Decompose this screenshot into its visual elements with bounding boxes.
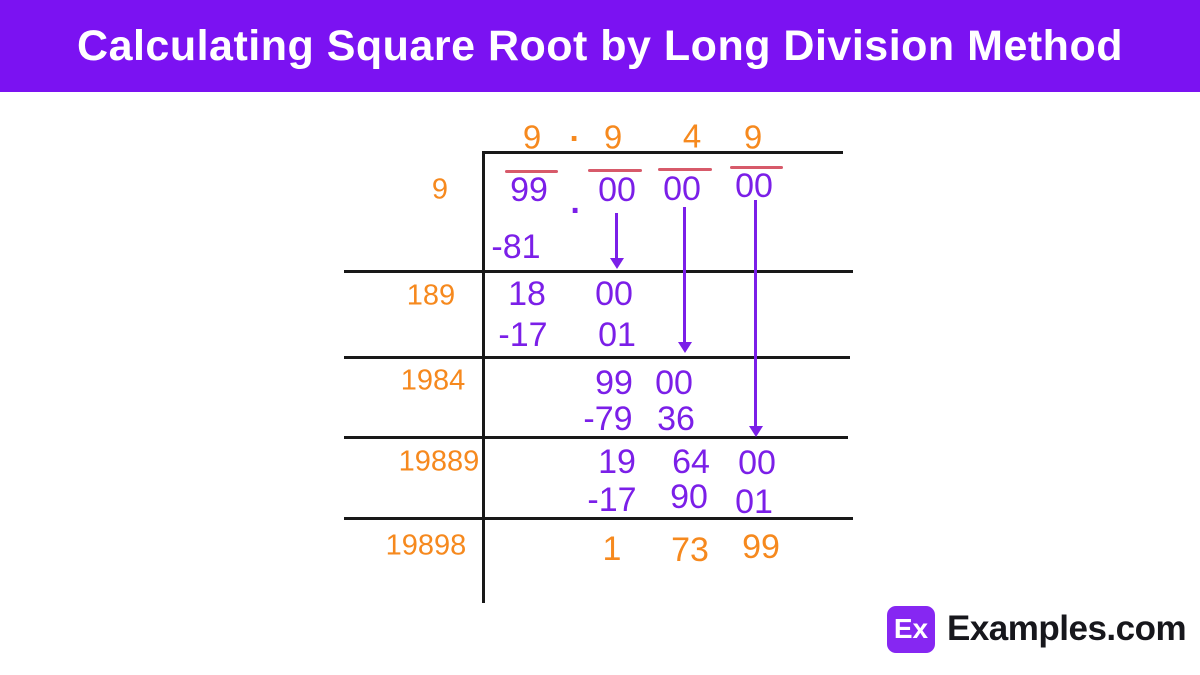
dividend-group: 00 <box>663 170 701 208</box>
bring-down-arrow <box>748 200 763 437</box>
divisor-step: 189 <box>406 279 456 312</box>
remainder-cell: 1 <box>602 530 622 568</box>
page-title: Calculating Square Root by Long Division… <box>77 21 1123 70</box>
logo-badge-icon: Ex <box>887 605 935 653</box>
separator-line-3 <box>344 436 848 439</box>
work-cell: 01 <box>735 483 773 521</box>
quotient-digit: 9 <box>522 118 542 156</box>
separator-line-1 <box>344 270 853 273</box>
work-cell: -17 <box>587 481 637 519</box>
separator-line-4 <box>344 517 853 520</box>
work-cell: 00 <box>595 275 633 313</box>
work-cell: 36 <box>657 400 695 438</box>
dividend-group: 00 <box>598 171 636 209</box>
work-cell: 19 <box>598 443 636 481</box>
bring-down-arrow <box>609 213 624 269</box>
divisor-step: 1984 <box>400 364 466 397</box>
divisor-step: 9 <box>431 173 449 206</box>
quotient-digit: 4 <box>682 117 702 155</box>
remainder-cell: 99 <box>742 528 780 566</box>
logo-badge-text: Ex <box>893 613 929 644</box>
pair-overbar <box>658 168 712 171</box>
pair-overbar <box>505 170 558 173</box>
dividend-group: 99 <box>510 171 548 209</box>
work-cell: 99 <box>595 364 633 402</box>
divisor-step: 19898 <box>385 529 467 562</box>
remainder-cell: 73 <box>671 531 709 569</box>
separator-line-2 <box>344 356 850 359</box>
pair-overbar <box>730 166 783 169</box>
site-logo: Ex Examples.com <box>887 604 1187 654</box>
dividend-group: 00 <box>735 167 773 205</box>
work-cell: 00 <box>738 444 776 482</box>
bring-down-arrow <box>677 207 692 353</box>
work-cell: 01 <box>598 316 636 354</box>
header-banner: Calculating Square Root by Long Division… <box>0 0 1200 92</box>
division-bracket-vertical-line <box>482 152 485 603</box>
logo-text: Examples.com <box>947 609 1187 648</box>
divisor-step: 19889 <box>398 445 480 478</box>
quotient-digit: 9 <box>743 118 763 156</box>
work-cell: -79 <box>583 400 633 438</box>
arrow-head-icon <box>677 342 692 353</box>
work-cell: 00 <box>655 364 693 402</box>
work-cell: 64 <box>672 443 710 481</box>
division-bracket-top-line <box>482 151 843 154</box>
arrow-head-icon <box>609 258 624 269</box>
work-cell: -17 <box>498 316 548 354</box>
work-cell: 90 <box>670 478 708 516</box>
quotient-decimal-point: · <box>569 119 581 157</box>
quotient-digit: 9 <box>603 118 623 156</box>
work-cell: -81 <box>491 228 541 266</box>
pair-overbar <box>588 169 642 172</box>
work-cell: 18 <box>508 275 546 313</box>
arrow-head-icon <box>748 426 763 437</box>
dividend-decimal-point: · <box>570 192 582 230</box>
